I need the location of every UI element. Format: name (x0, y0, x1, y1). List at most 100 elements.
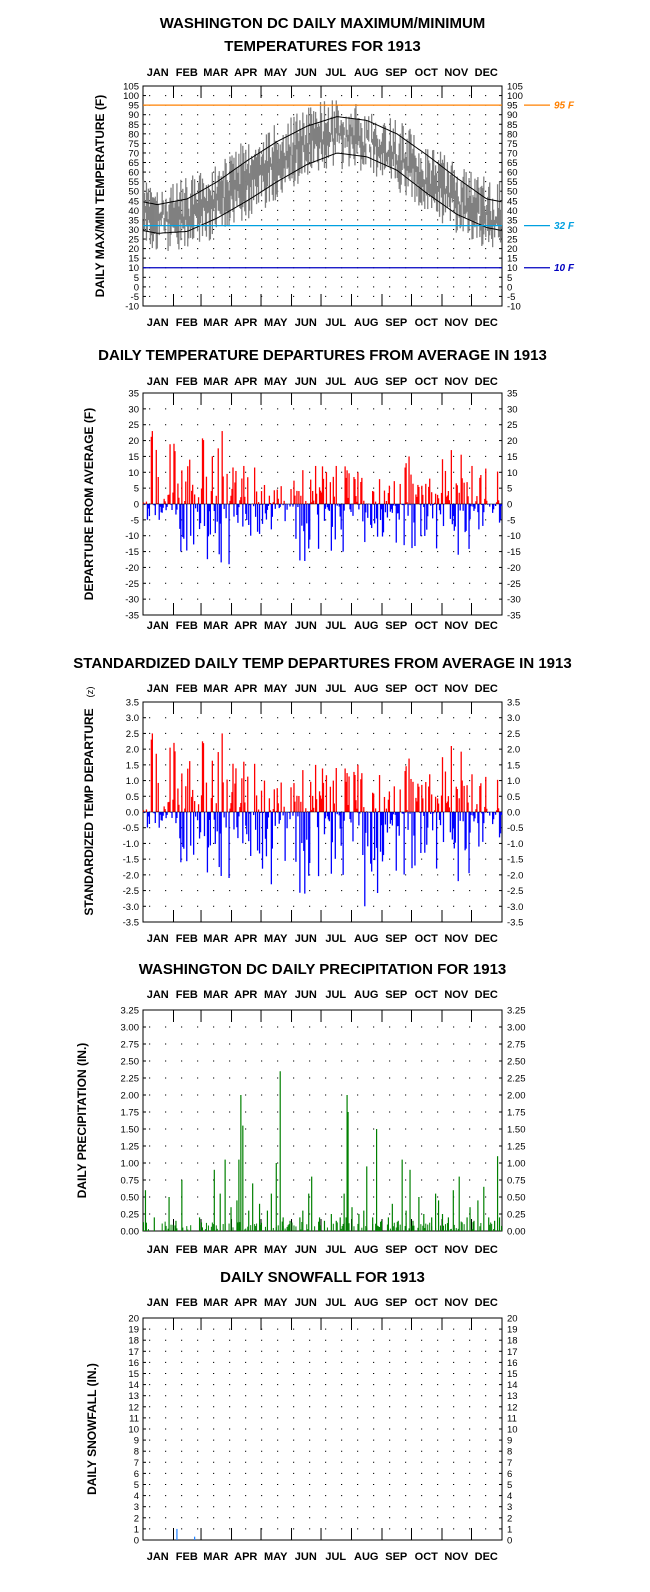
month-label-bottom: AUG (354, 1551, 378, 1563)
y-tick-label-right: -5 (507, 515, 515, 526)
month-label-top: FEB (176, 1297, 198, 1309)
y-tick-label-left: 30 (128, 225, 139, 236)
month-label-bottom: AUG (354, 317, 378, 329)
month-label-top: SEP (385, 1297, 407, 1309)
y-tick-label-left: 3.00 (121, 1023, 140, 1034)
y-tick-label-left: -20 (125, 563, 139, 574)
y-tick-label-right: -1.0 (507, 839, 523, 850)
y-tick-label-right: 5 (507, 484, 512, 495)
month-label-bottom: JAN (147, 620, 169, 632)
y-tick-label-left: 40 (128, 206, 139, 217)
month-label-top: OCT (415, 1297, 439, 1309)
month-label-bottom: SEP (385, 1551, 407, 1563)
y-tick-label-left: 0.5 (126, 792, 139, 803)
y-tick-label-right: 35 (507, 389, 518, 400)
month-label-bottom: DEC (475, 620, 498, 632)
y-tick-label-left: -10 (125, 302, 139, 313)
month-label-top: APR (234, 67, 257, 79)
y-tick-label-right: 2.25 (507, 1074, 526, 1085)
month-label-top: JUN (295, 376, 317, 388)
month-label-bottom: FEB (176, 620, 198, 632)
y-tick-label-left: -2.5 (123, 886, 139, 897)
y-axis-label: DAILY PRECIPITATION (IN.) (75, 1043, 89, 1199)
y-tick-label-left: 35 (128, 215, 139, 226)
month-label-top: AUG (354, 683, 378, 695)
month-label-bottom: JUN (295, 1551, 317, 1563)
y-tick-label-left: 65 (128, 158, 139, 169)
y-tick-label-left: 0.75 (121, 1176, 140, 1187)
y-tick-label-right: 4 (507, 1491, 512, 1502)
month-label-bottom: MAY (264, 1244, 288, 1256)
y-tick-label-right: 9 (507, 1436, 512, 1447)
month-label-bottom: JUN (295, 933, 317, 945)
chart-subtitle: TEMPERATURES FOR 1913 (224, 38, 420, 55)
y-tick-label-right: 3.5 (507, 698, 520, 709)
month-label-bottom: JAN (147, 317, 169, 329)
month-label-bottom: JUL (325, 933, 346, 945)
y-tick-label-right: 2.5 (507, 729, 520, 740)
month-label-top: NOV (444, 683, 469, 695)
month-label-top: JUL (325, 67, 346, 79)
y-tick-label-right: 45 (507, 196, 518, 207)
y-tick-label-right: 17 (507, 1347, 518, 1358)
month-label-top: APR (234, 376, 257, 388)
y-tick-label-right: 8 (507, 1447, 512, 1458)
y-tick-label-left: 20 (128, 244, 139, 255)
y-tick-label-right: -5 (507, 292, 515, 303)
y-axis-label: STANDARDIZED TEMP DEPARTURE (82, 708, 96, 915)
y-tick-label-left: 5 (134, 484, 139, 495)
y-tick-label-right: -3.5 (507, 918, 523, 929)
plot-frame (142, 1317, 503, 1541)
y-tick-label-left: 2.00 (121, 1091, 140, 1102)
y-tick-label-left: 7 (134, 1458, 139, 1469)
month-label-top: MAY (264, 989, 288, 1001)
month-label-bottom: DEC (475, 933, 498, 945)
y-tick-label-left: 0.25 (121, 1210, 140, 1221)
y-tick-label-right: 10 (507, 468, 518, 479)
y-tick-label-left: 70 (128, 148, 139, 159)
month-label-top: JAN (147, 683, 169, 695)
y-tick-label-left: 15 (128, 254, 139, 265)
y-tick-label-left: 1.00 (121, 1159, 140, 1170)
y-tick-label-right: -3.0 (507, 902, 523, 913)
month-label-top: JUN (295, 67, 317, 79)
y-tick-label-left: 3.0 (126, 713, 139, 724)
y-tick-label-left: 1.25 (121, 1142, 140, 1153)
y-tick-label-left: 11 (129, 1413, 139, 1424)
plot-frame (142, 1009, 503, 1232)
y-tick-label-left: 85 (128, 120, 139, 131)
month-label-bottom: SEP (385, 933, 407, 945)
reference-line-label: 32 F (554, 221, 575, 232)
chart-title: DAILY SNOWFALL FOR 1913 (220, 1269, 425, 1286)
y-tick-label-right: 1.00 (507, 1159, 526, 1170)
y-tick-label-left: 0 (134, 282, 139, 293)
month-label-bottom: OCT (415, 317, 439, 329)
y-tick-label-right: 90 (507, 110, 518, 121)
month-label-top: JUL (325, 989, 346, 1001)
month-label-top: APR (234, 1297, 257, 1309)
y-tick-label-right: 0.75 (507, 1176, 526, 1187)
month-label-bottom: SEP (385, 620, 407, 632)
y-tick-label-left: 2.0 (126, 745, 139, 756)
month-label-top: NOV (444, 1297, 469, 1309)
chart-title: DAILY TEMPERATURE DEPARTURES FROM AVERAG… (98, 347, 547, 364)
y-tick-label-right: 14 (507, 1380, 518, 1391)
month-label-top: MAR (203, 989, 228, 1001)
y-tick-label-left: 2.5 (126, 729, 139, 740)
month-label-bottom: OCT (415, 933, 439, 945)
y-tick-label-right: 35 (507, 215, 518, 226)
y-tick-label-right: 5 (507, 1480, 512, 1491)
month-label-top: FEB (176, 376, 198, 388)
y-tick-label-left: -25 (125, 579, 139, 590)
y-tick-label-right: 40 (507, 206, 518, 217)
y-tick-label-right: 85 (507, 120, 518, 131)
y-tick-label-left: -30 (125, 595, 139, 606)
y-tick-label-right: 2.75 (507, 1040, 526, 1051)
y-tick-label-right: 3 (507, 1502, 512, 1513)
month-label-top: OCT (415, 376, 439, 388)
y-tick-label-left: -5 (131, 292, 139, 303)
y-tick-label-right: -35 (507, 611, 521, 622)
y-tick-label-left: 15 (128, 452, 139, 463)
month-label-bottom: MAY (264, 620, 288, 632)
y-tick-label-left: 95 (128, 101, 139, 112)
